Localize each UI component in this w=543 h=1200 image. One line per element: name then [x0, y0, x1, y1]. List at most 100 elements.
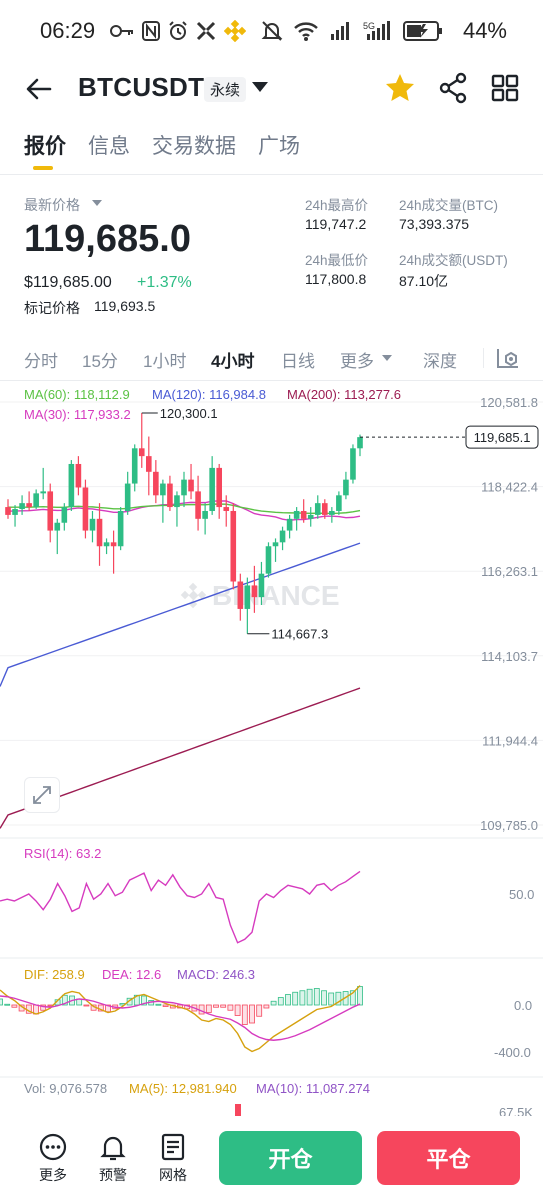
price-axis-label: 116,263.1: [481, 564, 538, 579]
dea-legend: DEA: 12.6: [102, 967, 162, 982]
ma120-legend: MA(120): 116,984.8: [152, 387, 266, 402]
macd-histogram-bar: [126, 997, 133, 1006]
grid-label: 网格: [159, 1167, 187, 1183]
more-button[interactable]: 更多: [28, 1132, 78, 1185]
rsi-tick: 50.0: [509, 887, 535, 902]
candle-body: [329, 510, 335, 515]
volume-ma10-legend: MA(10): 11,087.274: [256, 1081, 370, 1096]
macd-histogram-bar: [349, 990, 356, 1006]
interval-1d[interactable]: 日线: [281, 352, 315, 371]
interval-timeline[interactable]: 分时: [24, 352, 58, 371]
macd-histogram-bar: [328, 992, 335, 1006]
candle-body: [160, 483, 166, 496]
usd-price: $119,685.00: [24, 274, 112, 291]
ma200-line: [0, 687, 361, 829]
bell-icon: [100, 1136, 126, 1161]
status-time: 06:29: [40, 18, 96, 43]
macd-histogram-bar: [241, 1004, 248, 1025]
macd-histogram-bar: [335, 991, 342, 1006]
grid-button[interactable]: 网格: [148, 1132, 198, 1185]
dif-legend: DIF: 258.9: [24, 967, 85, 982]
fullscreen-button[interactable]: [24, 777, 60, 813]
candle-body: [181, 479, 187, 496]
symbol-dropdown-caret-icon[interactable]: [252, 82, 268, 92]
candle-body: [124, 483, 131, 511]
candle-body: [61, 507, 68, 523]
candle-body: [237, 581, 244, 609]
dif-line: [0, 985, 361, 1053]
alarm-icon: [169, 21, 187, 40]
tab-trade-data[interactable]: 交易数据: [152, 135, 236, 158]
candle-body: [244, 585, 251, 609]
interval-more[interactable]: 更多: [340, 352, 374, 371]
tab-info[interactable]: 信息: [88, 135, 130, 158]
candle-body: [89, 518, 96, 531]
macd-histogram-bar: [263, 1004, 270, 1009]
grid-doc-icon: [161, 1133, 185, 1161]
interval-15m[interactable]: 15分: [82, 352, 118, 371]
high-marker-label: 120,300.1: [160, 406, 218, 421]
candle-body: [12, 509, 18, 515]
tab-square[interactable]: 广场: [258, 135, 300, 158]
app-icon: [196, 21, 216, 41]
candle-body: [343, 479, 349, 496]
low-24h-label: 24h最低价: [305, 253, 369, 268]
candle-body: [336, 495, 342, 511]
binance-icon: [224, 20, 246, 42]
interval-4h[interactable]: 4小时: [211, 352, 255, 371]
macd-legend: MACD: 246.3: [177, 967, 256, 982]
macd-histogram-bar: [249, 1004, 255, 1024]
candle-body: [33, 493, 39, 508]
mark-price-label: 标记价格: [24, 300, 80, 316]
share-icon[interactable]: [436, 70, 470, 106]
alert-label: 预警: [99, 1167, 127, 1183]
more-caret-icon[interactable]: [382, 355, 392, 361]
latest-price-label[interactable]: 最新价格: [24, 197, 80, 213]
macd-histogram-bar: [227, 1004, 234, 1011]
candle-body: [223, 507, 230, 511]
open-position-button[interactable]: 开仓: [219, 1131, 362, 1185]
macd-histogram-bar: [270, 1000, 277, 1006]
active-tab-indicator: [33, 166, 53, 170]
macd-histogram-bar: [83, 1004, 90, 1007]
contract-type-badge: 永续: [204, 77, 247, 102]
alert-button[interactable]: 预警: [88, 1132, 138, 1185]
candle-body: [209, 467, 215, 511]
interval-1h[interactable]: 1小时: [143, 352, 187, 371]
close-position-button[interactable]: 平仓: [377, 1131, 520, 1185]
vol-usdt-value: 87.10亿: [399, 273, 449, 289]
mute-icon: [261, 21, 283, 41]
candle-body: [153, 471, 159, 496]
price-type-caret-icon[interactable]: [92, 200, 102, 206]
candle-body: [19, 503, 25, 510]
high-24h-label: 24h最高价: [305, 198, 369, 213]
more-dots-icon: [39, 1133, 67, 1161]
price-axis-label: 120,581.8: [480, 395, 538, 410]
layout-grid-icon[interactable]: [488, 70, 522, 106]
back-arrow-icon[interactable]: [22, 72, 56, 106]
price-axis-label: 109,785.0: [480, 818, 538, 833]
volume-ma5-legend: MA(5): 12,981.940: [129, 1081, 237, 1096]
candle-body: [286, 518, 293, 531]
svg-text:5G: 5G: [363, 21, 375, 31]
candle-body: [230, 510, 237, 582]
candle-body: [96, 518, 103, 547]
kline-chart[interactable]: BINANCE 120,300.1 114,667.3 119,685.1 120,…: [0, 381, 543, 1116]
candle-body: [68, 463, 75, 508]
high-24h-value: 119,747.2: [305, 216, 367, 232]
symbol-title[interactable]: BTCUSDT: [78, 72, 205, 102]
low-marker-label: 114,667.3: [271, 627, 328, 642]
favorite-star-icon[interactable]: [383, 70, 417, 106]
candle-body: [188, 479, 194, 492]
candle-body: [350, 448, 356, 480]
macd-histogram-bar: [198, 1004, 205, 1015]
watermark-text: BINANCE: [212, 580, 340, 611]
macd-histogram-bar: [357, 986, 363, 1006]
macd-histogram-bar: [213, 1004, 219, 1008]
candle-body: [279, 530, 286, 543]
chart-settings-icon[interactable]: [495, 345, 521, 371]
candle-body: [272, 542, 279, 547]
rsi-legend: RSI(14): 63.2: [24, 846, 102, 861]
interval-depth[interactable]: 深度: [423, 352, 457, 371]
tab-quote[interactable]: 报价: [24, 135, 66, 158]
